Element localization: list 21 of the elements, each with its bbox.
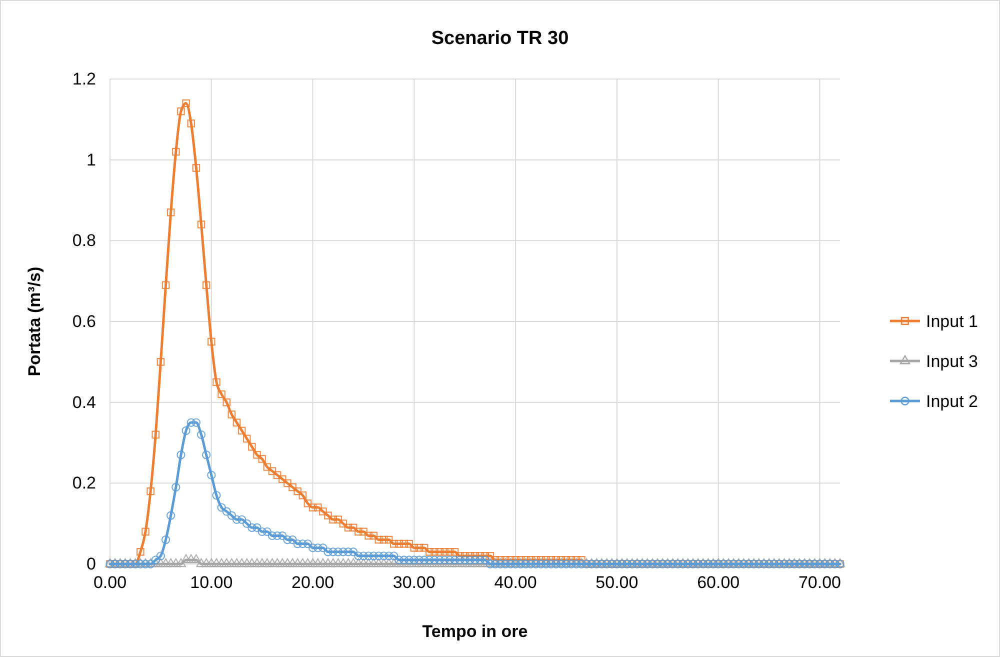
chart-title: Scenario TR 30: [431, 28, 569, 49]
legend-label: Input 3: [926, 352, 978, 371]
x-tick-label: 10.00: [190, 573, 233, 592]
x-tick-label: 0.00: [93, 573, 127, 592]
y-tick-label: 0: [86, 554, 96, 574]
y-tick-label: 0.8: [72, 231, 96, 250]
legend-label: Input 1: [926, 312, 978, 331]
x-tick-label: 20.00: [292, 573, 334, 592]
y-axis-title: Portata (m³/s): [25, 266, 44, 376]
y-tick-label: 1.2: [72, 69, 96, 88]
x-tick-label: 50.00: [596, 573, 638, 592]
x-tick-label: 30.00: [392, 573, 436, 592]
x-tick-label: 60.00: [697, 573, 740, 592]
x-tick-label: 40.00: [494, 573, 537, 592]
x-axis-title: Tempo in ore: [422, 622, 528, 641]
legend-label: Input 2: [926, 392, 978, 411]
y-tick-label: 0.2: [72, 474, 96, 493]
y-tick-label: 0.6: [72, 312, 96, 331]
y-tick-label: 0.4: [72, 392, 96, 412]
x-tick-label: 70.00: [798, 573, 841, 592]
y-tick-label: 1: [86, 150, 96, 170]
